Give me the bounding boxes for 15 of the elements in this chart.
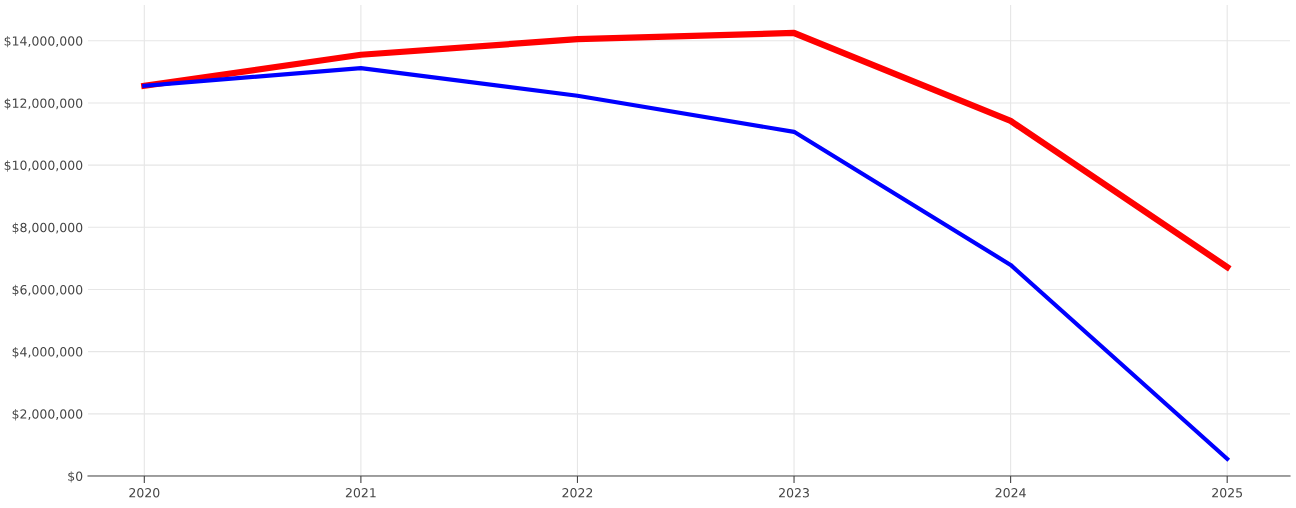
x-tick-label: 2020	[129, 488, 160, 498]
y-tick-label: $10,000,000	[4, 160, 83, 172]
y-tick-label: $8,000,000	[12, 222, 83, 234]
y-tick-label: $6,000,000	[12, 284, 83, 297]
x-tick-label: 2022	[562, 488, 593, 498]
x-tick-label: 2023	[779, 488, 809, 498]
line-series	[142, 66, 1230, 461]
x-tick-label: 2021	[345, 488, 376, 498]
y-tick-label: $2,000,000	[12, 409, 83, 421]
x-tick-label: 2025	[1212, 488, 1243, 498]
x-tick-label: 2024	[995, 488, 1026, 498]
y-tick-label: $4,000,000	[12, 346, 83, 359]
y-tick-label: $14,000,000	[4, 36, 83, 48]
y-tick-label: $12,000,000	[4, 98, 83, 110]
y-tick-label: $0	[68, 471, 83, 483]
